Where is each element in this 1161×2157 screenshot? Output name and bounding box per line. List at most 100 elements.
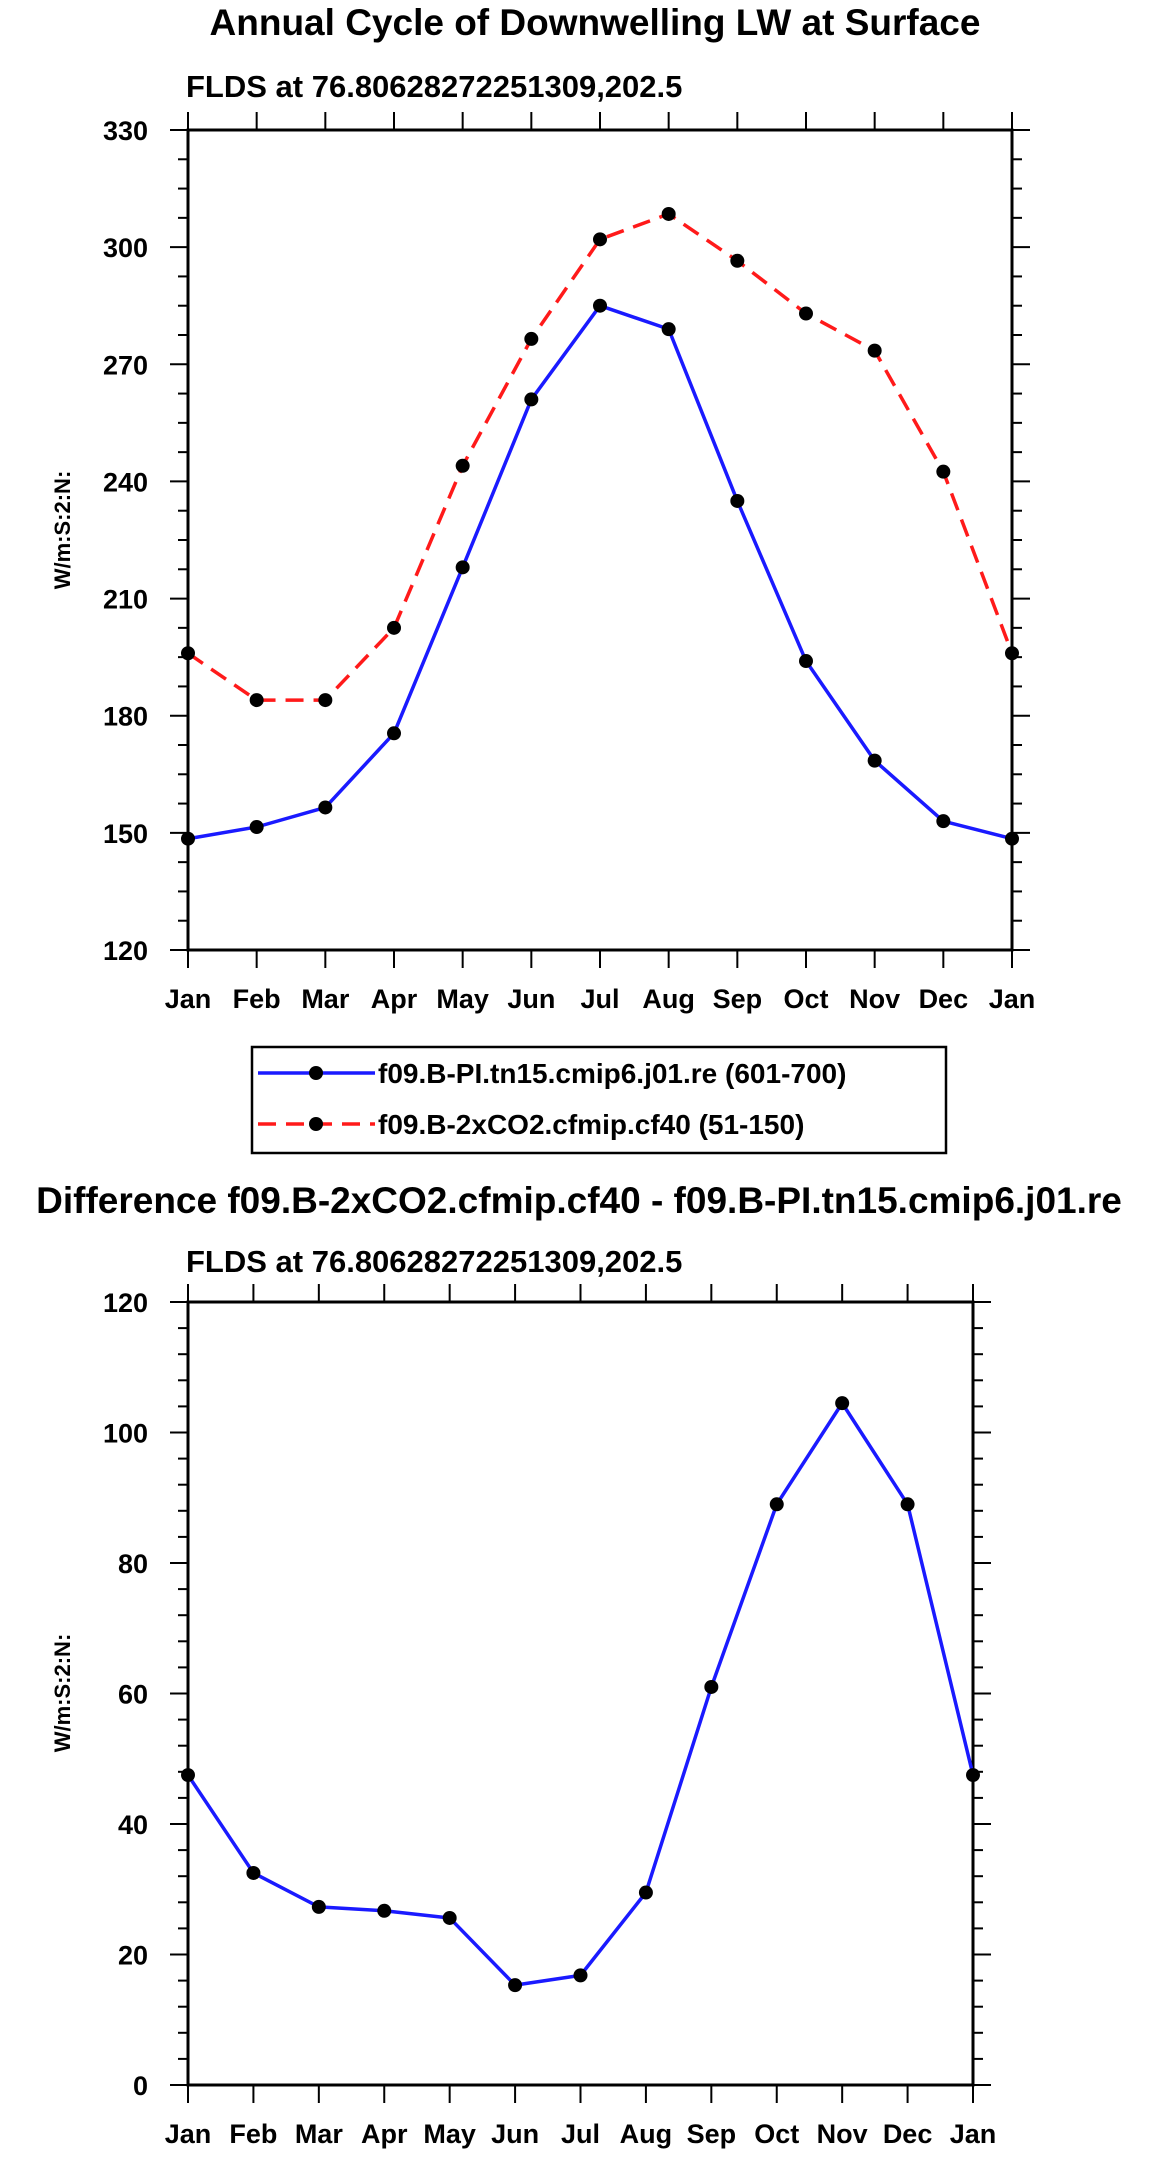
y-tick-label: 20 bbox=[118, 1941, 148, 1971]
x-tick-label: Nov bbox=[849, 984, 900, 1014]
x-tick-label: Mar bbox=[301, 984, 350, 1014]
series-line bbox=[187, 212, 1014, 702]
x-tick-label: Jun bbox=[491, 2119, 539, 2149]
x-tick-label: Dec bbox=[919, 984, 969, 1014]
data-point bbox=[936, 814, 951, 829]
data-point bbox=[181, 1768, 195, 1783]
y-tick-label: 300 bbox=[103, 233, 148, 263]
data-point bbox=[593, 232, 607, 247]
data-point bbox=[181, 646, 195, 661]
y-tick-label: 40 bbox=[118, 1810, 148, 1840]
legend-label-series2: f09.B-2xCO2.cfmip.cf40 (51-150) bbox=[378, 1109, 804, 1140]
y-tick-label: 270 bbox=[103, 350, 148, 380]
x-tick-label: May bbox=[423, 2119, 476, 2149]
data-point bbox=[249, 820, 264, 834]
chart1-plot: 120 150 180 210 240 270 300 330 Jan Feb Mar Apr May J… bbox=[103, 112, 1035, 1014]
legend-box bbox=[250, 1045, 948, 1155]
data-point bbox=[181, 831, 195, 846]
y-tick-label: 0 bbox=[133, 2071, 148, 2101]
data-point bbox=[508, 1978, 523, 1993]
x-tick-label: Apr bbox=[361, 2119, 408, 2149]
x-tick-label: Apr bbox=[371, 984, 418, 1014]
data-point bbox=[966, 1768, 980, 1783]
data-point bbox=[936, 464, 951, 479]
legend-marker-series1 bbox=[309, 1066, 323, 1080]
x-tick-label: Nov bbox=[817, 2119, 868, 2149]
y-tick-label: 150 bbox=[103, 819, 148, 849]
x-tick-label: Jan bbox=[165, 2119, 212, 2149]
x-tick-label: Aug bbox=[642, 984, 694, 1014]
x-tick-label: Dec bbox=[883, 2119, 933, 2149]
data-point bbox=[387, 620, 401, 635]
data-point bbox=[455, 458, 470, 473]
legend-label-series1: f09.B-PI.tn15.cmip6.j01.re (601-700) bbox=[378, 1058, 846, 1089]
x-tick-label: Sep bbox=[713, 984, 763, 1014]
data-point bbox=[318, 800, 333, 815]
chart1-ylabel: W/m:S:2:N: bbox=[50, 471, 75, 590]
data-point bbox=[387, 726, 401, 741]
data-point bbox=[593, 298, 607, 313]
data-point bbox=[835, 1396, 850, 1411]
x-tick-label: May bbox=[436, 984, 489, 1014]
legend-marker-series2 bbox=[309, 1117, 323, 1131]
data-point bbox=[573, 1968, 588, 1983]
y-tick-label: 100 bbox=[103, 1419, 148, 1449]
plot-frame bbox=[186, 1300, 975, 2087]
y-tick-label: 120 bbox=[103, 936, 148, 966]
data-point bbox=[524, 331, 539, 346]
series-line bbox=[186, 1401, 975, 1987]
data-point bbox=[799, 654, 813, 669]
chart1-subtitle: FLDS at 76.80628272251309,202.5 bbox=[186, 69, 682, 104]
data-point bbox=[318, 693, 333, 708]
y-tick-label: 120 bbox=[103, 1288, 148, 1318]
data-point bbox=[524, 392, 539, 407]
x-tick-label: Jul bbox=[580, 984, 619, 1014]
x-tick-label: Feb bbox=[229, 2119, 277, 2149]
chart2-subtitle: FLDS at 76.80628272251309,202.5 bbox=[186, 1244, 682, 1279]
data-point bbox=[769, 1497, 784, 1512]
y-tick-label: 60 bbox=[118, 1680, 148, 1710]
data-point bbox=[661, 322, 676, 337]
data-point bbox=[246, 1865, 261, 1880]
x-tick-label: Jan bbox=[165, 984, 212, 1014]
x-tick-label: Mar bbox=[295, 2119, 344, 2149]
data-point bbox=[730, 253, 745, 268]
x-tick-label: Jan bbox=[950, 2119, 997, 2149]
data-point bbox=[455, 560, 470, 575]
data-point bbox=[311, 1899, 326, 1914]
data-point bbox=[442, 1910, 457, 1925]
y-tick-label: 180 bbox=[103, 702, 148, 732]
chart1-title: Annual Cycle of Downwelling LW at Surfac… bbox=[210, 2, 981, 43]
chart2-ylabel: W/m:S:2:N: bbox=[50, 1634, 75, 1753]
x-tick-label: Aug bbox=[620, 2119, 672, 2149]
series-line bbox=[187, 303, 1013, 841]
data-point bbox=[900, 1497, 915, 1512]
x-tick-label: Sep bbox=[687, 2119, 737, 2149]
x-tick-label: Oct bbox=[754, 2119, 799, 2149]
chart2-plot: 0 20 40 60 80 100 120 Jan Feb Mar Apr May Jun Jul Aug S… bbox=[103, 1284, 996, 2149]
x-tick-label: Feb bbox=[233, 984, 281, 1014]
data-point bbox=[1005, 831, 1019, 846]
x-tick-label: Oct bbox=[783, 984, 828, 1014]
data-point bbox=[661, 206, 676, 221]
chart2-title: Difference f09.B-2xCO2.cfmip.cf40 - f09.… bbox=[36, 1180, 1122, 1221]
plot-frame bbox=[186, 128, 1014, 952]
x-tick-label: Jan bbox=[989, 984, 1036, 1014]
y-tick-label: 80 bbox=[118, 1549, 148, 1579]
y-tick-label: 210 bbox=[103, 585, 148, 615]
data-point bbox=[1005, 646, 1019, 661]
data-point bbox=[704, 1679, 719, 1694]
data-point bbox=[867, 343, 882, 358]
data-point bbox=[249, 693, 264, 708]
data-point bbox=[377, 1903, 392, 1918]
data-point bbox=[867, 753, 882, 768]
data-point bbox=[799, 306, 813, 321]
data-point bbox=[638, 1885, 653, 1900]
x-tick-label: Jun bbox=[507, 984, 555, 1014]
x-tick-label: Jul bbox=[561, 2119, 600, 2149]
data-point bbox=[730, 493, 745, 508]
y-tick-label: 240 bbox=[103, 467, 148, 497]
chart1-legend: f09.B-PI.tn15.cmip6.j01.re (601-700) f09… bbox=[250, 1045, 948, 1155]
y-tick-label: 330 bbox=[103, 116, 148, 146]
